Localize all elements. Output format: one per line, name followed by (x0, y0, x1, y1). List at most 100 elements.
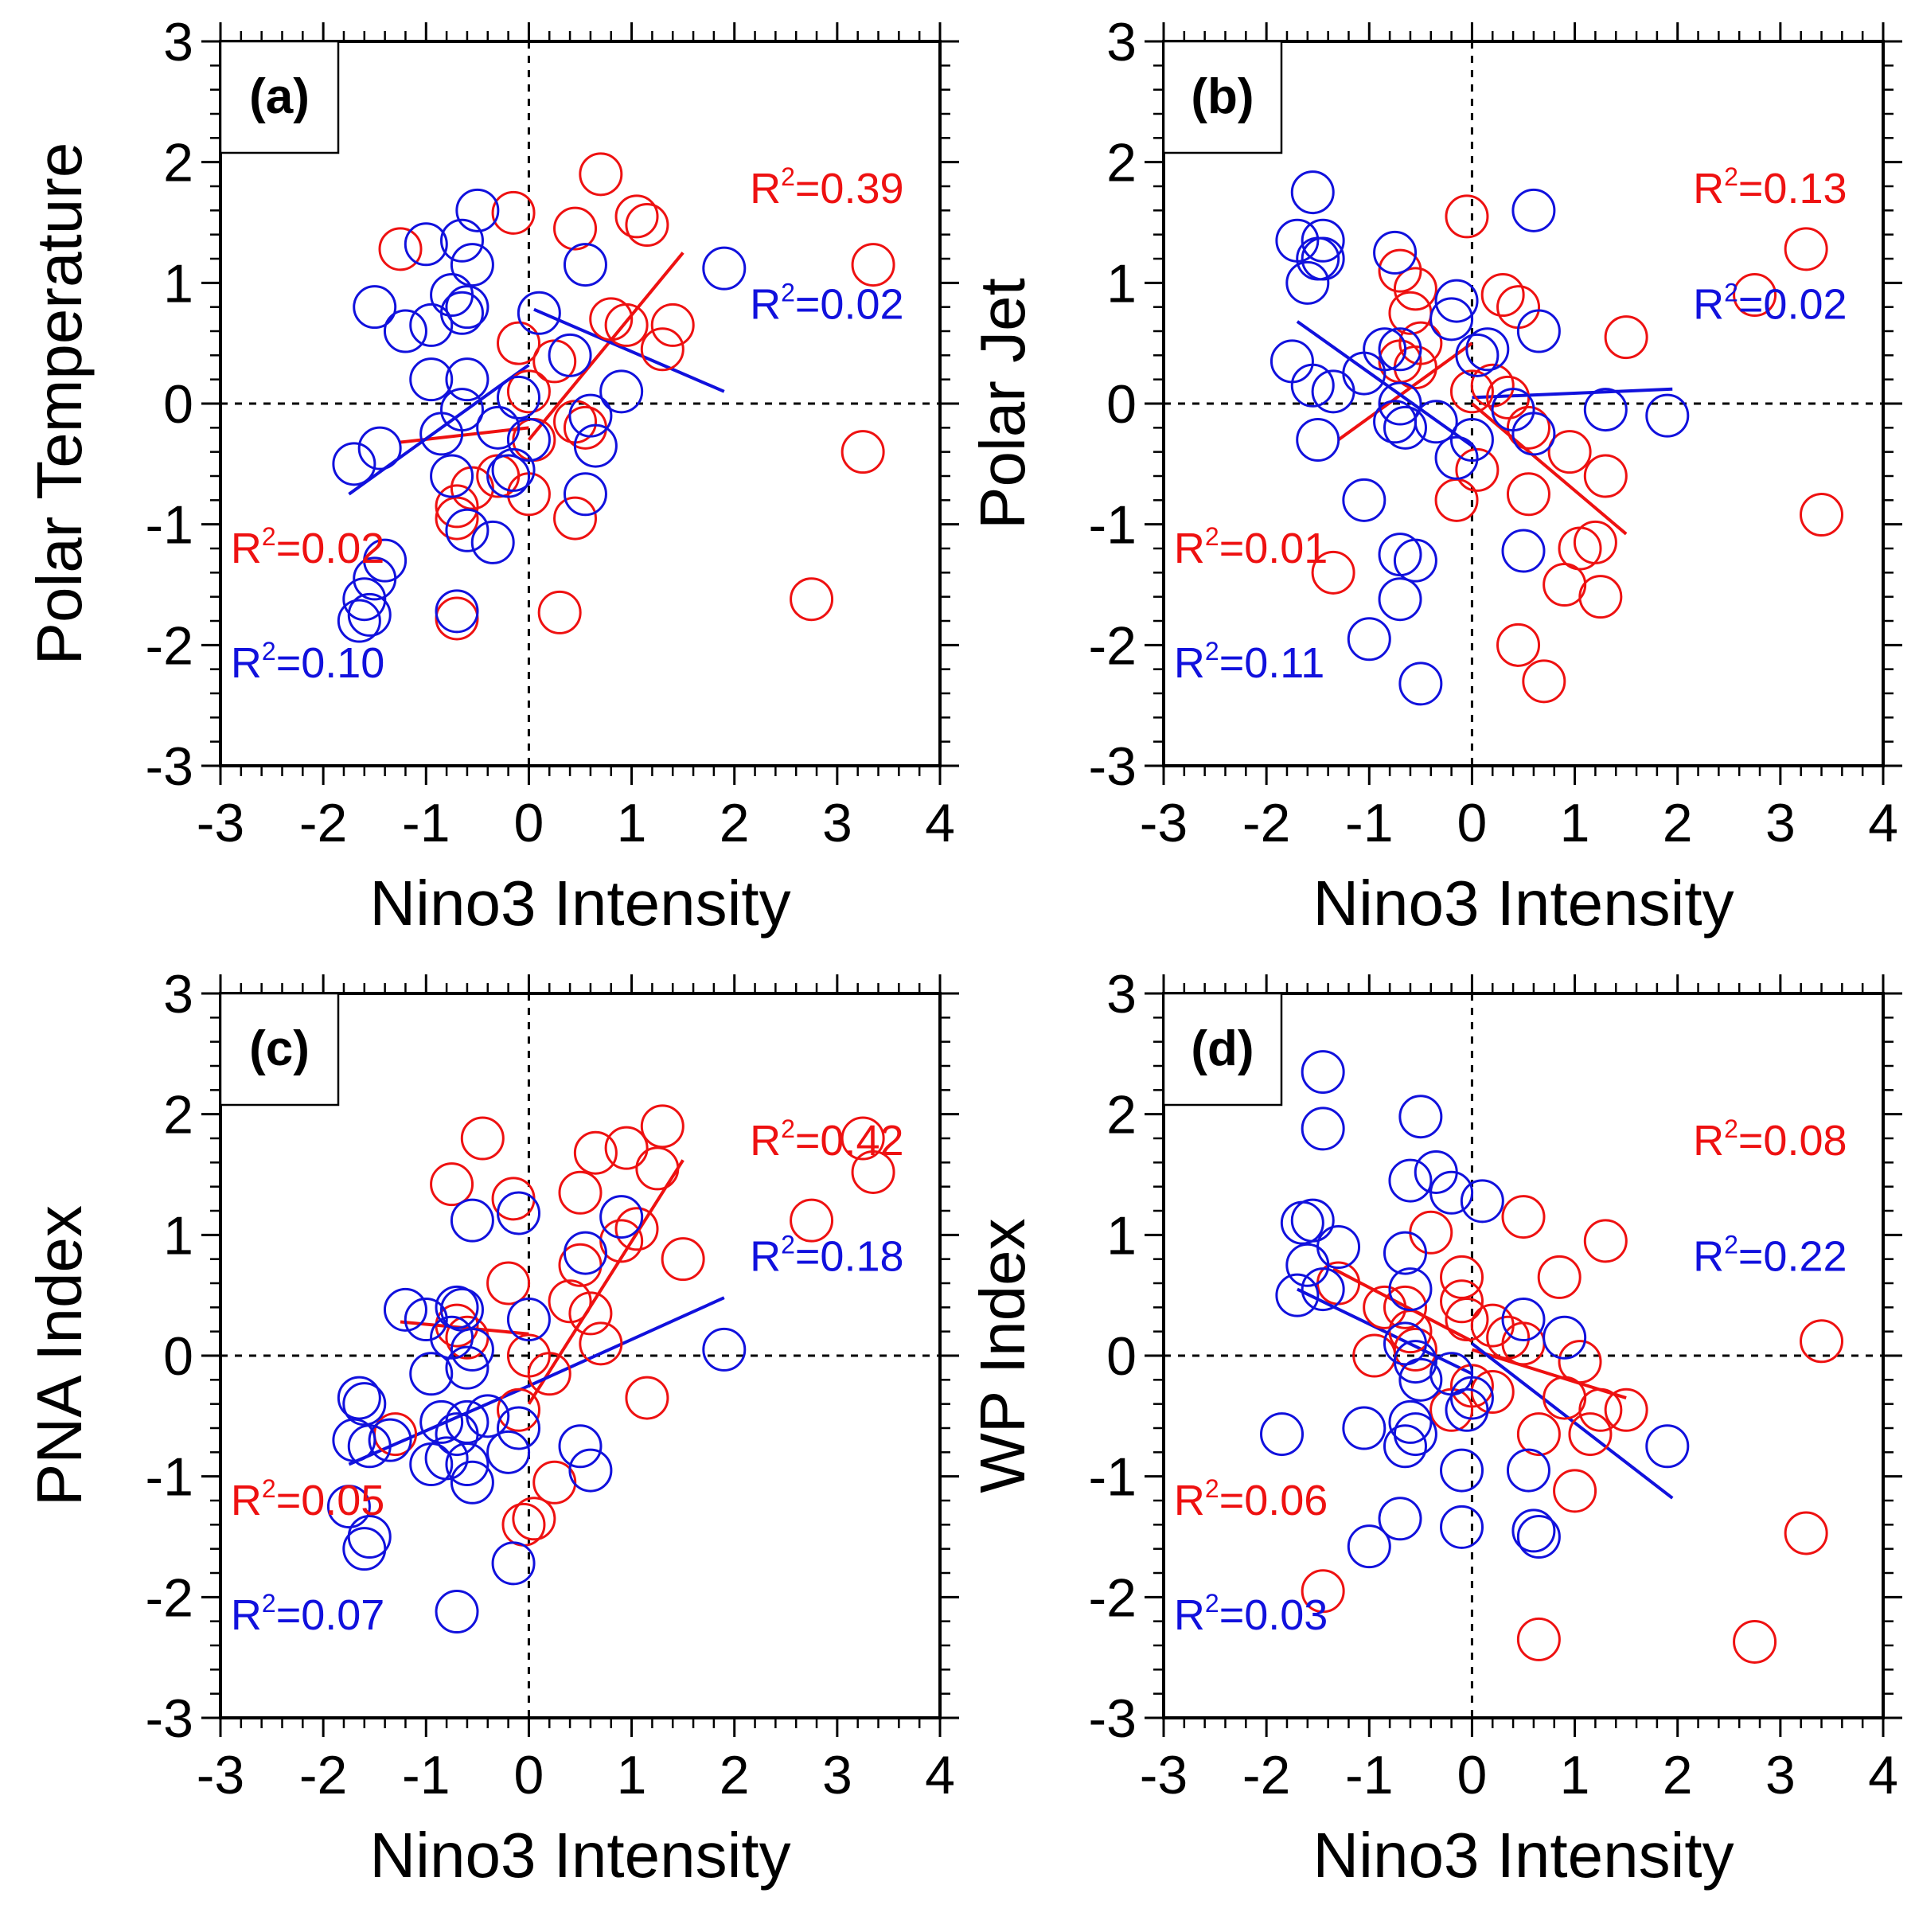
point-blue (1342, 478, 1387, 522)
point-red (1784, 1511, 1828, 1555)
y-tick-label: 0 (163, 374, 193, 435)
point-red (1578, 575, 1623, 619)
x-tick-label: 0 (514, 1745, 544, 1805)
r-squared-sup: 2 (262, 1589, 276, 1618)
point-blue (1645, 393, 1690, 438)
point-red (614, 194, 659, 239)
y-tick-label: -1 (1089, 1447, 1137, 1508)
point-blue (1388, 1158, 1433, 1203)
point-blue (337, 1376, 381, 1420)
x-axis-label: Nino3 Intensity (369, 868, 790, 939)
panel-label-box (219, 992, 340, 1107)
r-squared-r: R (1693, 165, 1724, 213)
x-axis-label: Nino3 Intensity (1312, 1820, 1734, 1891)
x-tick-label: -1 (402, 793, 450, 853)
y-tick-label: -2 (146, 615, 193, 676)
x-tick-label: -1 (1345, 1745, 1393, 1805)
point-red (1393, 267, 1437, 311)
point-blue (342, 1382, 387, 1427)
point-blue (563, 1231, 607, 1275)
point-blue (1378, 1497, 1422, 1541)
point-blue (342, 1527, 387, 1571)
point-blue (1501, 529, 1546, 573)
point-blue (1270, 339, 1314, 384)
y-tick-label: 2 (1106, 133, 1137, 193)
point-red (1311, 550, 1355, 595)
r-squared-sup: 2 (1724, 1231, 1738, 1259)
r-squared-annotation-blue: R2=0.10 (231, 637, 384, 687)
point-red (435, 484, 479, 529)
r-squared-value: =0.02 (1738, 281, 1847, 329)
r-squared-annotation-blue: R2=0.18 (750, 1231, 903, 1281)
point-blue (1645, 1424, 1690, 1469)
r-squared-annotation-red: R2=0.06 (1174, 1474, 1328, 1524)
point-blue (1511, 412, 1556, 456)
point-blue (337, 599, 381, 643)
point-blue (1460, 1179, 1504, 1224)
point-blue (563, 243, 607, 287)
r-squared-value: =0.08 (1738, 1117, 1847, 1165)
point-blue (1301, 1267, 1345, 1312)
point-blue (702, 246, 747, 291)
r-squared-annotation-blue: R2=0.07 (231, 1589, 384, 1639)
point-blue (1296, 418, 1340, 462)
y-tick-label: 2 (163, 1085, 193, 1146)
r-squared-annotation-red: R2=0.08 (1693, 1114, 1847, 1165)
x-tick-label: -2 (1242, 793, 1290, 853)
y-tick-label: 1 (1106, 1205, 1137, 1266)
y-tick-label: 0 (1106, 374, 1137, 435)
point-blue (563, 472, 607, 517)
y-axis-label: Polar Jet (967, 278, 1038, 529)
point-blue (558, 1424, 603, 1469)
x-tick-label: -2 (299, 793, 347, 853)
panel-label: (b) (1191, 69, 1254, 124)
point-blue (1429, 297, 1474, 342)
point-blue (450, 243, 494, 287)
point-blue (419, 412, 464, 456)
r-squared-sup: 2 (262, 1474, 276, 1503)
point-blue (1301, 236, 1345, 281)
point-blue (430, 1315, 474, 1360)
y-tick-label: 3 (163, 12, 193, 72)
point-red (537, 590, 582, 634)
point-red (506, 369, 551, 414)
point-red (635, 1146, 680, 1191)
point-blue (445, 1345, 489, 1390)
point-red (532, 1460, 577, 1505)
point-blue (506, 418, 551, 462)
point-blue (1429, 1170, 1474, 1215)
point-blue (1511, 188, 1556, 232)
point-blue (1455, 333, 1500, 377)
point-blue (435, 1285, 479, 1329)
point-blue (347, 592, 392, 637)
point-blue (1398, 1357, 1443, 1402)
y-axis-label: Polar Temperature (24, 142, 95, 665)
point-red (650, 302, 695, 347)
r-squared-sup: 2 (262, 522, 276, 551)
r-squared-sup: 2 (1205, 522, 1219, 551)
fit-line-blue (1296, 320, 1473, 447)
point-red (378, 227, 423, 271)
y-tick-label: -3 (146, 1688, 193, 1749)
point-red (1440, 1279, 1484, 1324)
point-red (1409, 1210, 1453, 1255)
r-squared-value: =0.39 (795, 165, 904, 213)
point-red (1583, 454, 1628, 498)
point-blue (404, 1298, 448, 1341)
point-red (840, 430, 885, 474)
x-tick-label: 4 (1868, 1745, 1898, 1805)
point-red (568, 1291, 613, 1336)
point-red (1516, 1617, 1561, 1661)
panel-label: (d) (1191, 1021, 1254, 1076)
point-blue (470, 520, 515, 564)
r-squared-sup: 2 (1724, 1114, 1738, 1143)
point-red (1496, 623, 1541, 667)
point-blue (1465, 327, 1510, 372)
x-tick-label: 3 (822, 1745, 852, 1805)
point-blue (1414, 400, 1458, 444)
point-blue (404, 222, 448, 267)
point-blue (357, 426, 402, 470)
point-blue (450, 1460, 494, 1505)
point-red (1393, 1327, 1437, 1372)
